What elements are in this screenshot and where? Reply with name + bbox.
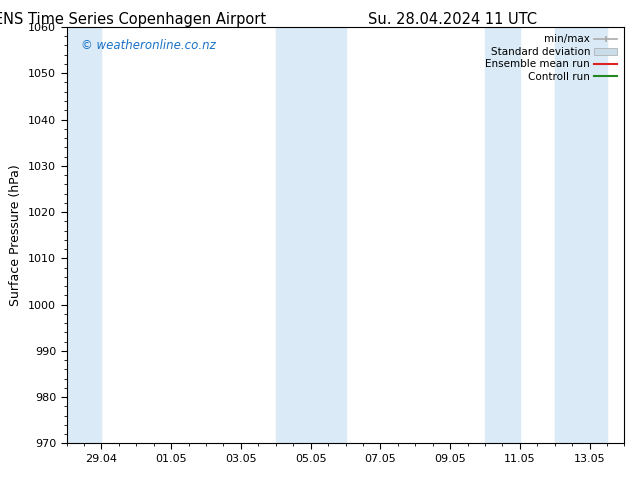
Bar bbox=[485, 27, 520, 443]
Y-axis label: Surface Pressure (hPa): Surface Pressure (hPa) bbox=[10, 164, 22, 306]
Text: ENS Time Series Copenhagen Airport: ENS Time Series Copenhagen Airport bbox=[0, 12, 266, 27]
Bar bbox=[276, 27, 346, 443]
Text: Su. 28.04.2024 11 UTC: Su. 28.04.2024 11 UTC bbox=[368, 12, 537, 27]
Bar bbox=[555, 27, 607, 443]
Text: © weatheronline.co.nz: © weatheronline.co.nz bbox=[81, 40, 216, 52]
Bar bbox=[67, 27, 101, 443]
Legend: min/max, Standard deviation, Ensemble mean run, Controll run: min/max, Standard deviation, Ensemble me… bbox=[483, 32, 619, 84]
